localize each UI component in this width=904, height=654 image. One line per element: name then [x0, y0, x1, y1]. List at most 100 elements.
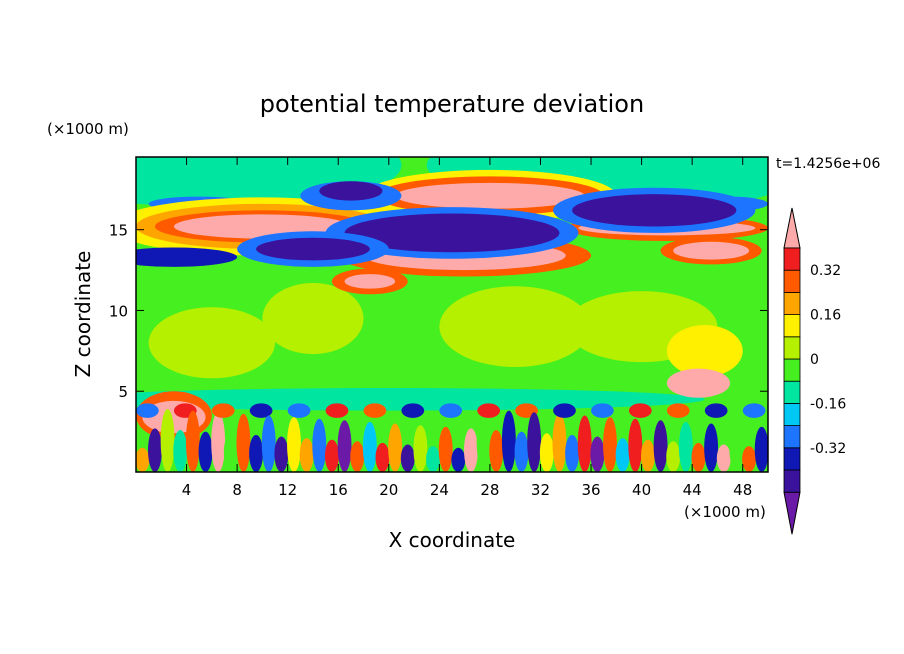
- x-tick-label: 28: [480, 481, 499, 499]
- colorbar-label: 0.16: [810, 308, 841, 324]
- contour-region: [362, 421, 377, 472]
- contour-region: [344, 274, 396, 289]
- contour-region: [464, 428, 478, 472]
- contour-region: [261, 415, 276, 472]
- contour-region: [729, 425, 744, 472]
- contour-region: [287, 403, 311, 418]
- contour-region: [148, 428, 162, 472]
- colorbar-label: -0.16: [810, 396, 846, 412]
- colorbar-swatch: [783, 447, 801, 471]
- contour-region: [324, 439, 339, 472]
- contour-region: [136, 247, 238, 267]
- contour-region: [249, 403, 273, 418]
- contour-region: [539, 433, 554, 472]
- contour-region: [514, 431, 529, 472]
- contour-region: [552, 413, 567, 472]
- y-axis: 5 10 15: [109, 222, 768, 401]
- contour-region: [704, 403, 728, 418]
- x-tick-label: 20: [379, 481, 398, 499]
- contour-region: [691, 442, 706, 472]
- colorbar-label: -0.32: [810, 441, 846, 457]
- contour-region: [211, 412, 226, 472]
- x-tick-label: 24: [430, 481, 449, 499]
- contour-region: [590, 436, 605, 472]
- contour-region: [527, 412, 542, 472]
- colorbar-swatch: [783, 402, 801, 426]
- y-tick-label: 5: [118, 383, 128, 401]
- contour-region: [388, 423, 403, 472]
- contour-region: [337, 420, 352, 472]
- plot-frame: [135, 156, 769, 473]
- contour-region: [160, 409, 175, 472]
- contour-region: [666, 441, 681, 472]
- contour-region: [439, 403, 463, 418]
- colorbar-top-arrow: [783, 207, 801, 249]
- colorbar: 0.32 0.16 0 -0.16 -0.32: [783, 207, 846, 535]
- x-axis: 4 8 12 16 20 24 28 32 36 40 44 48: [182, 157, 752, 499]
- contour-region: [262, 283, 364, 355]
- contour-region: [426, 446, 440, 472]
- y-tick-label: 15: [109, 222, 128, 240]
- y-tick-label: 10: [109, 302, 128, 320]
- contour-region: [249, 434, 264, 472]
- contour-region: [666, 325, 743, 377]
- x-unit-label: (×1000 m): [684, 503, 766, 521]
- colorbar-swatch: [783, 314, 801, 338]
- contour-region: [198, 431, 213, 472]
- contour-region: [628, 403, 652, 418]
- contour-region: [666, 403, 690, 418]
- x-tick-label: 36: [581, 481, 600, 499]
- contour-region: [451, 447, 466, 472]
- colorbar-swatch: [783, 380, 801, 404]
- contour-region: [553, 403, 576, 418]
- contour-region: [173, 430, 188, 472]
- contour-region: [673, 241, 750, 260]
- plot-area: [136, 157, 768, 472]
- contour-region: [350, 441, 365, 472]
- contour-region: [477, 403, 501, 418]
- contour-region: [742, 446, 756, 472]
- colorbar-label: 0.32: [810, 263, 841, 279]
- time-label: t=1.4256e+06: [776, 156, 880, 172]
- contour-region: [439, 286, 592, 367]
- colorbar-swatch: [783, 425, 801, 449]
- contour-region: [653, 420, 668, 472]
- colorbar-swatch: [783, 336, 801, 360]
- contour-region: [148, 307, 276, 379]
- contour-region: [185, 410, 200, 472]
- x-axis-label: X coordinate: [389, 528, 516, 552]
- contour-region: [640, 439, 655, 472]
- colorbar-swatch: [783, 247, 801, 271]
- contour-region: [395, 182, 585, 209]
- contour-region: [236, 413, 251, 472]
- contour-region: [363, 403, 387, 418]
- contour-region: [742, 403, 766, 418]
- contour-region: [211, 403, 235, 418]
- contour-region: [375, 442, 390, 472]
- contour-region: [501, 410, 516, 472]
- contour-region: [287, 417, 301, 472]
- y-unit-label: (×1000 m): [47, 120, 129, 138]
- contour-region: [628, 418, 643, 472]
- contour-region: [319, 181, 383, 201]
- contour-region: [572, 194, 737, 227]
- contour-region: [591, 403, 614, 418]
- x-tick-label: 16: [329, 481, 348, 499]
- x-tick-label: 48: [733, 481, 752, 499]
- contour-region: [489, 430, 504, 472]
- x-tick-label: 4: [182, 481, 192, 499]
- colorbar-swatch: [783, 469, 801, 493]
- colorbar-swatch: [783, 358, 801, 382]
- contour-region: [136, 403, 159, 418]
- colorbar-swatch: [783, 291, 801, 315]
- colorbar-swatch: [783, 269, 801, 293]
- contour-region: [438, 426, 453, 472]
- x-tick-label: 8: [232, 481, 242, 499]
- contour-region: [678, 421, 693, 472]
- contour-region: [344, 213, 560, 253]
- contour-region: [136, 447, 150, 472]
- x-tick-label: 32: [531, 481, 550, 499]
- contour-region: [223, 433, 238, 472]
- contour-region: [704, 423, 719, 472]
